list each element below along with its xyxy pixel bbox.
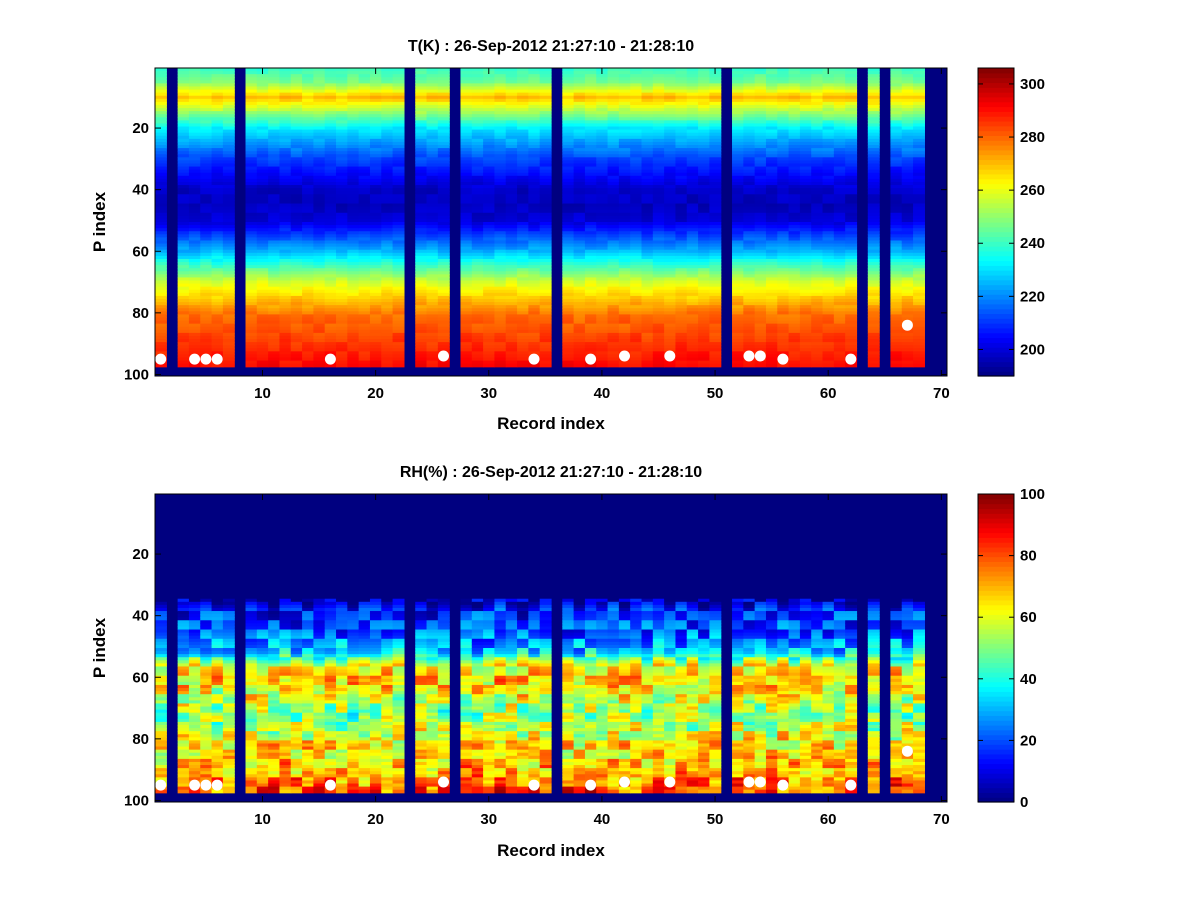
heatmap-cell — [347, 364, 359, 368]
heatmap-cell — [562, 364, 574, 368]
heatmap-cell — [472, 364, 484, 368]
heatmap-cell — [642, 364, 654, 368]
heatmap-cell — [302, 364, 314, 368]
heatmap-cell — [438, 364, 450, 368]
heatmap-cell — [494, 364, 506, 368]
heatmap-cell — [257, 364, 269, 368]
heatmap-cell — [313, 364, 325, 368]
heatmap-cell — [743, 364, 755, 368]
temperature-heatmap — [155, 68, 947, 376]
heatmap-cell — [483, 364, 495, 368]
temperature-panel: T(K) : 26-Sep-2012 21:27:10 - 21:28:10 1… — [90, 38, 1045, 433]
heatmap-cell — [755, 364, 767, 368]
heatmap-cell — [664, 364, 676, 368]
heatmap-cell — [381, 364, 393, 368]
heatmap-cell — [675, 364, 687, 368]
heatmap-cell — [370, 364, 382, 368]
heatmap-cell — [596, 364, 608, 368]
heatmap-cell — [279, 364, 291, 368]
heatmap-cell — [574, 364, 586, 368]
heatmap-cell — [540, 364, 552, 368]
heatmap-cell — [517, 364, 529, 368]
heatmap-cell — [246, 364, 258, 368]
heatmap-cell — [427, 364, 439, 368]
heatmap-cell — [687, 364, 699, 368]
heatmap-cell — [698, 364, 710, 368]
heatmap-cell — [415, 364, 427, 368]
heatmap-cell — [359, 364, 371, 368]
heatmap-cell — [653, 364, 665, 368]
heatmap-cell — [506, 364, 518, 368]
heatmap-cell — [608, 364, 620, 368]
temperature-title: T(K) : 26-Sep-2012 21:27:10 - 21:28:10 — [408, 38, 694, 55]
heatmap-cell — [789, 364, 801, 368]
heatmap-cell — [766, 364, 778, 368]
heatmap-cell — [393, 364, 405, 368]
heatmap-cell — [336, 364, 348, 368]
heatmap-cell — [268, 364, 280, 368]
heatmap-cell — [619, 364, 631, 368]
heatmap-cell — [291, 364, 303, 368]
heatmap-cell — [178, 364, 190, 368]
heatmap-cell — [630, 364, 642, 368]
heatmap-cell — [460, 364, 472, 368]
heatmap-cell — [709, 364, 721, 368]
heatmap-cell — [732, 364, 744, 368]
heatmap-cell — [223, 364, 235, 368]
